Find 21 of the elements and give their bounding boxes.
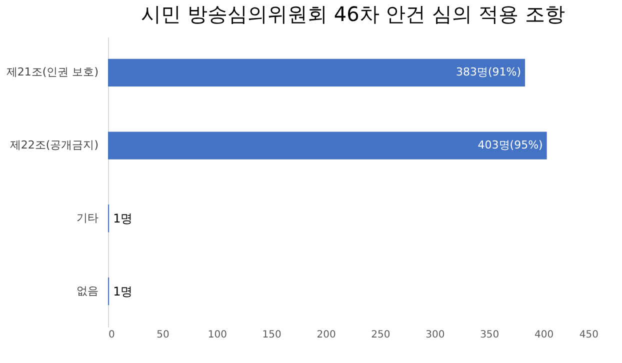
x-tick-label: 100	[208, 330, 227, 340]
data-label: 403명(95%)	[478, 138, 543, 152]
y-tick-label: 기타	[76, 211, 98, 224]
data-label: 1명	[113, 284, 133, 298]
x-tick-label: 300	[426, 330, 445, 340]
x-tick-label: 200	[316, 330, 336, 340]
y-tick-label: 제22조(공개금지)	[10, 138, 98, 152]
bar	[108, 132, 547, 160]
bar	[108, 58, 526, 87]
data-label: 383명(91%)	[456, 66, 522, 79]
y-tick-label: 없음	[76, 284, 98, 298]
x-tick-label: 50	[156, 330, 170, 340]
chart-title: 시민 방송심의위원회 46차 안건 심의 적용 조항	[141, 2, 565, 26]
x-tick-label: 400	[534, 330, 554, 340]
x-tick-label: 450	[579, 330, 598, 340]
x-tick-label: 250	[371, 330, 390, 340]
y-tick-label: 제21조(인권 보호)	[6, 66, 98, 79]
x-tick-label: 0	[108, 330, 115, 340]
data-label: 1명	[113, 211, 133, 226]
x-tick-label: 150	[262, 330, 282, 340]
x-tick-label: 350	[480, 330, 500, 340]
